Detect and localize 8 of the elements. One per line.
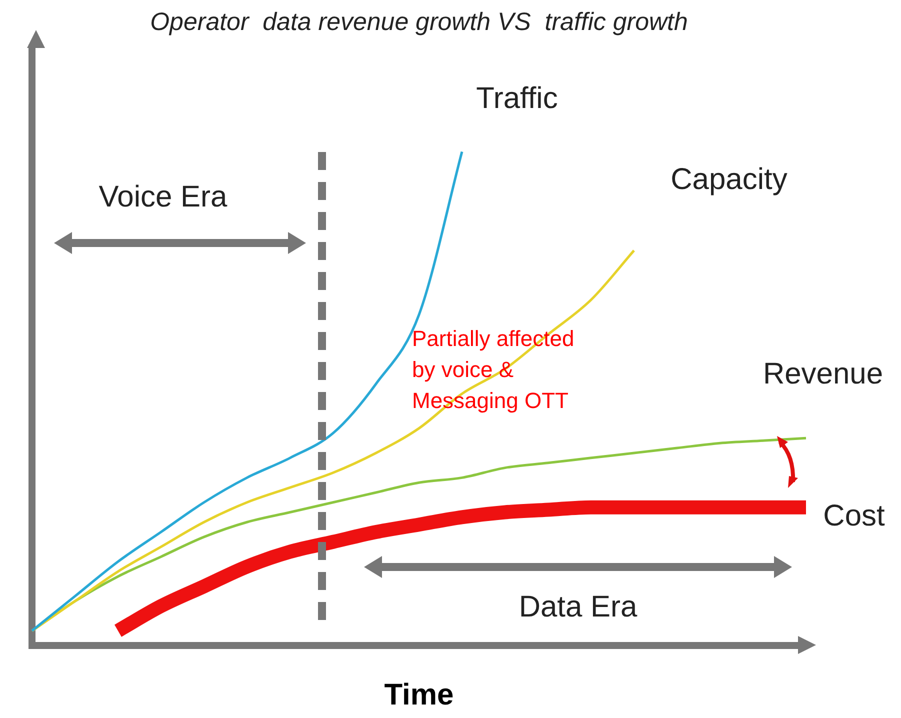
annotation: Data Era xyxy=(518,590,638,624)
series-label: Cost xyxy=(823,500,886,533)
annotation: Voice Era xyxy=(98,180,228,214)
series-label: Revenue xyxy=(762,357,884,390)
series-label: Traffic xyxy=(476,82,558,115)
x-axis-title: Time xyxy=(384,678,454,712)
chart-title: Operator data revenue growth VS traffic growth xyxy=(150,8,688,36)
text: Capacity xyxy=(670,162,788,196)
